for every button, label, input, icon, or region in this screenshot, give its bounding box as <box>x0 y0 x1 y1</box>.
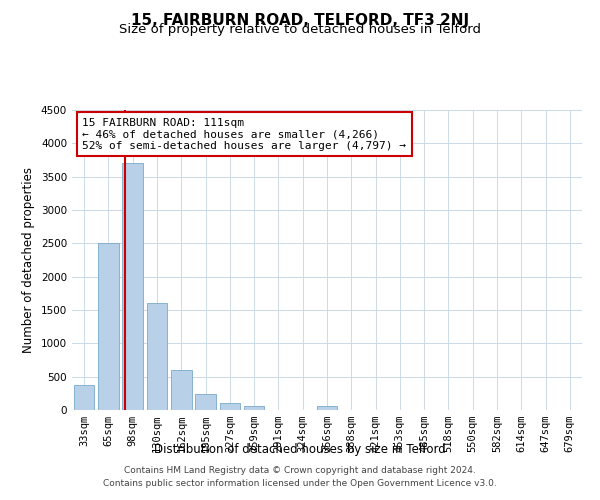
Bar <box>122 164 143 410</box>
Bar <box>244 406 265 410</box>
Bar <box>146 304 167 410</box>
Bar <box>171 370 191 410</box>
Bar <box>220 404 240 410</box>
Text: Contains HM Land Registry data © Crown copyright and database right 2024.
Contai: Contains HM Land Registry data © Crown c… <box>103 466 497 487</box>
Text: 15 FAIRBURN ROAD: 111sqm
← 46% of detached houses are smaller (4,266)
52% of sem: 15 FAIRBURN ROAD: 111sqm ← 46% of detach… <box>82 118 406 150</box>
Bar <box>195 394 216 410</box>
Text: 15, FAIRBURN ROAD, TELFORD, TF3 2NJ: 15, FAIRBURN ROAD, TELFORD, TF3 2NJ <box>131 12 469 28</box>
Bar <box>317 406 337 410</box>
Bar <box>98 244 119 410</box>
Y-axis label: Number of detached properties: Number of detached properties <box>22 167 35 353</box>
Text: Size of property relative to detached houses in Telford: Size of property relative to detached ho… <box>119 22 481 36</box>
Bar <box>74 384 94 410</box>
Text: Distribution of detached houses by size in Telford: Distribution of detached houses by size … <box>154 444 446 456</box>
